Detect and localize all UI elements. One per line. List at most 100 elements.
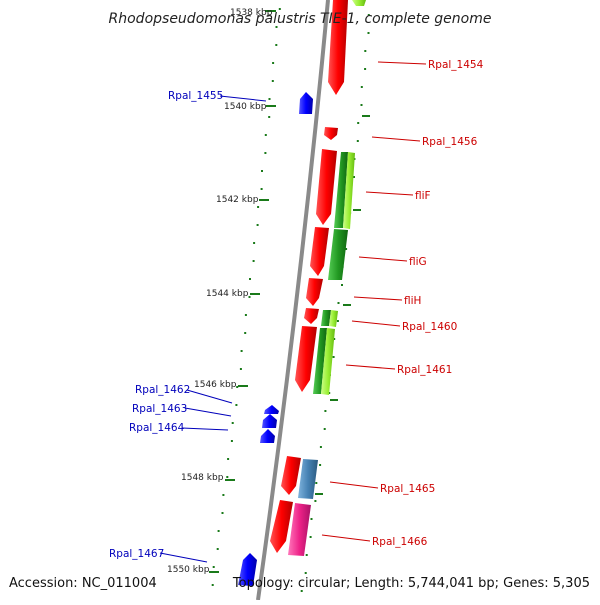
gc-dot xyxy=(240,350,243,352)
gc-dot xyxy=(357,122,360,124)
gene-flih-red[interactable] xyxy=(306,278,323,306)
gene-flif-green[interactable] xyxy=(334,152,348,228)
gc-dot xyxy=(315,482,318,484)
gc-dot xyxy=(367,32,370,34)
gc-dot xyxy=(264,152,267,154)
gc-dot xyxy=(356,140,359,142)
gc-dot xyxy=(212,566,215,568)
gc-dot xyxy=(221,512,224,514)
gene-rpal-1455[interactable] xyxy=(299,92,313,114)
gc-dot xyxy=(271,80,274,82)
gc-dot xyxy=(268,98,271,100)
gc-dot xyxy=(300,590,303,592)
gene-label-rpal-1465[interactable]: Rpal_1465 xyxy=(380,483,435,495)
gc-dot xyxy=(310,518,313,520)
gc-dot xyxy=(319,464,322,466)
tick-1540: 1540 kbp xyxy=(224,102,276,112)
gc-dot xyxy=(275,26,278,28)
gc-dot xyxy=(216,548,219,550)
gc-dot xyxy=(341,284,343,286)
gc-dot xyxy=(231,422,234,424)
gene-flif-red[interactable] xyxy=(316,149,337,225)
genome-backbone xyxy=(256,0,330,601)
gc-dot xyxy=(304,572,307,574)
gc-dot xyxy=(337,302,340,304)
gc-dot xyxy=(305,554,308,556)
gc-dot xyxy=(252,260,255,262)
gene-label-rpal-1464[interactable]: Rpal_1464 xyxy=(129,422,185,434)
gc-dot xyxy=(244,332,247,334)
tick-label: 1542 kbp xyxy=(216,195,259,205)
gc-dot xyxy=(319,446,322,448)
gene-rpal-1460-lightgreen[interactable] xyxy=(329,310,338,327)
gene-label-flih[interactable]: fliH xyxy=(404,295,421,307)
gene-label-rpal-1460[interactable]: Rpal_1460 xyxy=(402,321,457,333)
gene-rpal-1461-lightgreen[interactable] xyxy=(321,328,335,395)
gc-dot xyxy=(364,68,367,70)
gc-dot xyxy=(323,428,326,430)
gene-rpal-1461-red[interactable] xyxy=(295,326,317,392)
leader-lines-right xyxy=(321,61,427,542)
gene-label-rpal-1467[interactable]: Rpal_1467 xyxy=(109,548,164,560)
gc-dot xyxy=(272,62,275,64)
gc-dot xyxy=(345,248,348,250)
gc-dot xyxy=(278,8,281,10)
gene-label-rpal-1454[interactable]: Rpal_1454 xyxy=(428,59,484,71)
gene-label-rpal-1461[interactable]: Rpal_1461 xyxy=(397,364,452,376)
gene-rpal-1464[interactable] xyxy=(260,429,275,443)
gene-label-rpal-1462[interactable]: Rpal_1462 xyxy=(135,384,190,396)
gene-rpal-1460-red[interactable] xyxy=(304,308,319,324)
gene-rpal-1462[interactable] xyxy=(264,405,279,414)
map-title: Rhodopseudomonas palustris TIE-1, comple… xyxy=(109,11,492,27)
gene-top-green[interactable] xyxy=(352,0,366,6)
leader-lines-left xyxy=(159,95,267,563)
gc-dot xyxy=(235,404,238,406)
gene-label-rpal-1463[interactable]: Rpal_1463 xyxy=(132,403,187,415)
gene-label-flig[interactable]: fliG xyxy=(409,256,427,268)
gene-label-rpal-1456[interactable]: Rpal_1456 xyxy=(422,136,478,148)
gc-track-left xyxy=(211,8,281,586)
gc-dot xyxy=(217,530,220,532)
gene-rpal-1454[interactable] xyxy=(328,0,348,95)
gene-rpal-1466-red[interactable] xyxy=(270,500,293,553)
gene-rpal-1460-green[interactable] xyxy=(321,310,331,326)
gc-dot xyxy=(360,104,363,106)
gc-dot xyxy=(211,584,214,586)
gene-rpal-1465-blue[interactable] xyxy=(298,459,318,499)
tick-1546: 1546 kbp xyxy=(194,380,248,390)
gene-rpal-1467[interactable] xyxy=(238,553,257,586)
gc-dot xyxy=(236,386,239,388)
accession-text: Accession: NC_011004 xyxy=(9,576,157,591)
gene-label-rpal-1466[interactable]: Rpal_1466 xyxy=(372,536,428,548)
gene-flig-green[interactable] xyxy=(328,229,348,280)
topology-text: Topology: circular; Length: 5,744,041 bp… xyxy=(232,576,590,591)
tick-label: 1538 kbp xyxy=(230,8,273,18)
gene-rpal-1461-green[interactable] xyxy=(313,328,327,394)
gc-dot xyxy=(309,536,312,538)
gc-dot xyxy=(249,278,251,280)
tick-label: 1540 kbp xyxy=(224,102,267,112)
gene-label-flif[interactable]: fliF xyxy=(415,190,431,202)
tick-label: 1546 kbp xyxy=(194,380,237,390)
tick-1550: 1550 kbp xyxy=(167,565,219,575)
gc-dot xyxy=(364,50,367,52)
tick-1542: 1542 kbp xyxy=(216,195,269,205)
gc-dot xyxy=(226,476,229,478)
gene-label-rpal-1455[interactable]: Rpal_1455 xyxy=(168,90,223,102)
gc-dot xyxy=(244,314,247,316)
gene-flif-lightgreen[interactable] xyxy=(343,152,355,229)
gene-rpal-1465-red[interactable] xyxy=(281,456,301,495)
gc-dot xyxy=(268,116,271,118)
gc-dot xyxy=(261,170,263,172)
gc-dot xyxy=(264,134,267,136)
gc-dot xyxy=(332,356,335,358)
tick-label: 1550 kbp xyxy=(167,565,210,575)
gc-dot xyxy=(256,224,259,226)
gene-rpal-1466-pink[interactable] xyxy=(288,503,311,556)
tick-label: 1548 kbp xyxy=(181,473,224,483)
gc-dot xyxy=(253,242,256,244)
gene-rpal-1463[interactable] xyxy=(262,414,277,428)
gene-rpal-1456[interactable] xyxy=(324,127,338,140)
tick-1544: 1544 kbp xyxy=(206,289,260,299)
gene-flig-red[interactable] xyxy=(310,227,329,276)
